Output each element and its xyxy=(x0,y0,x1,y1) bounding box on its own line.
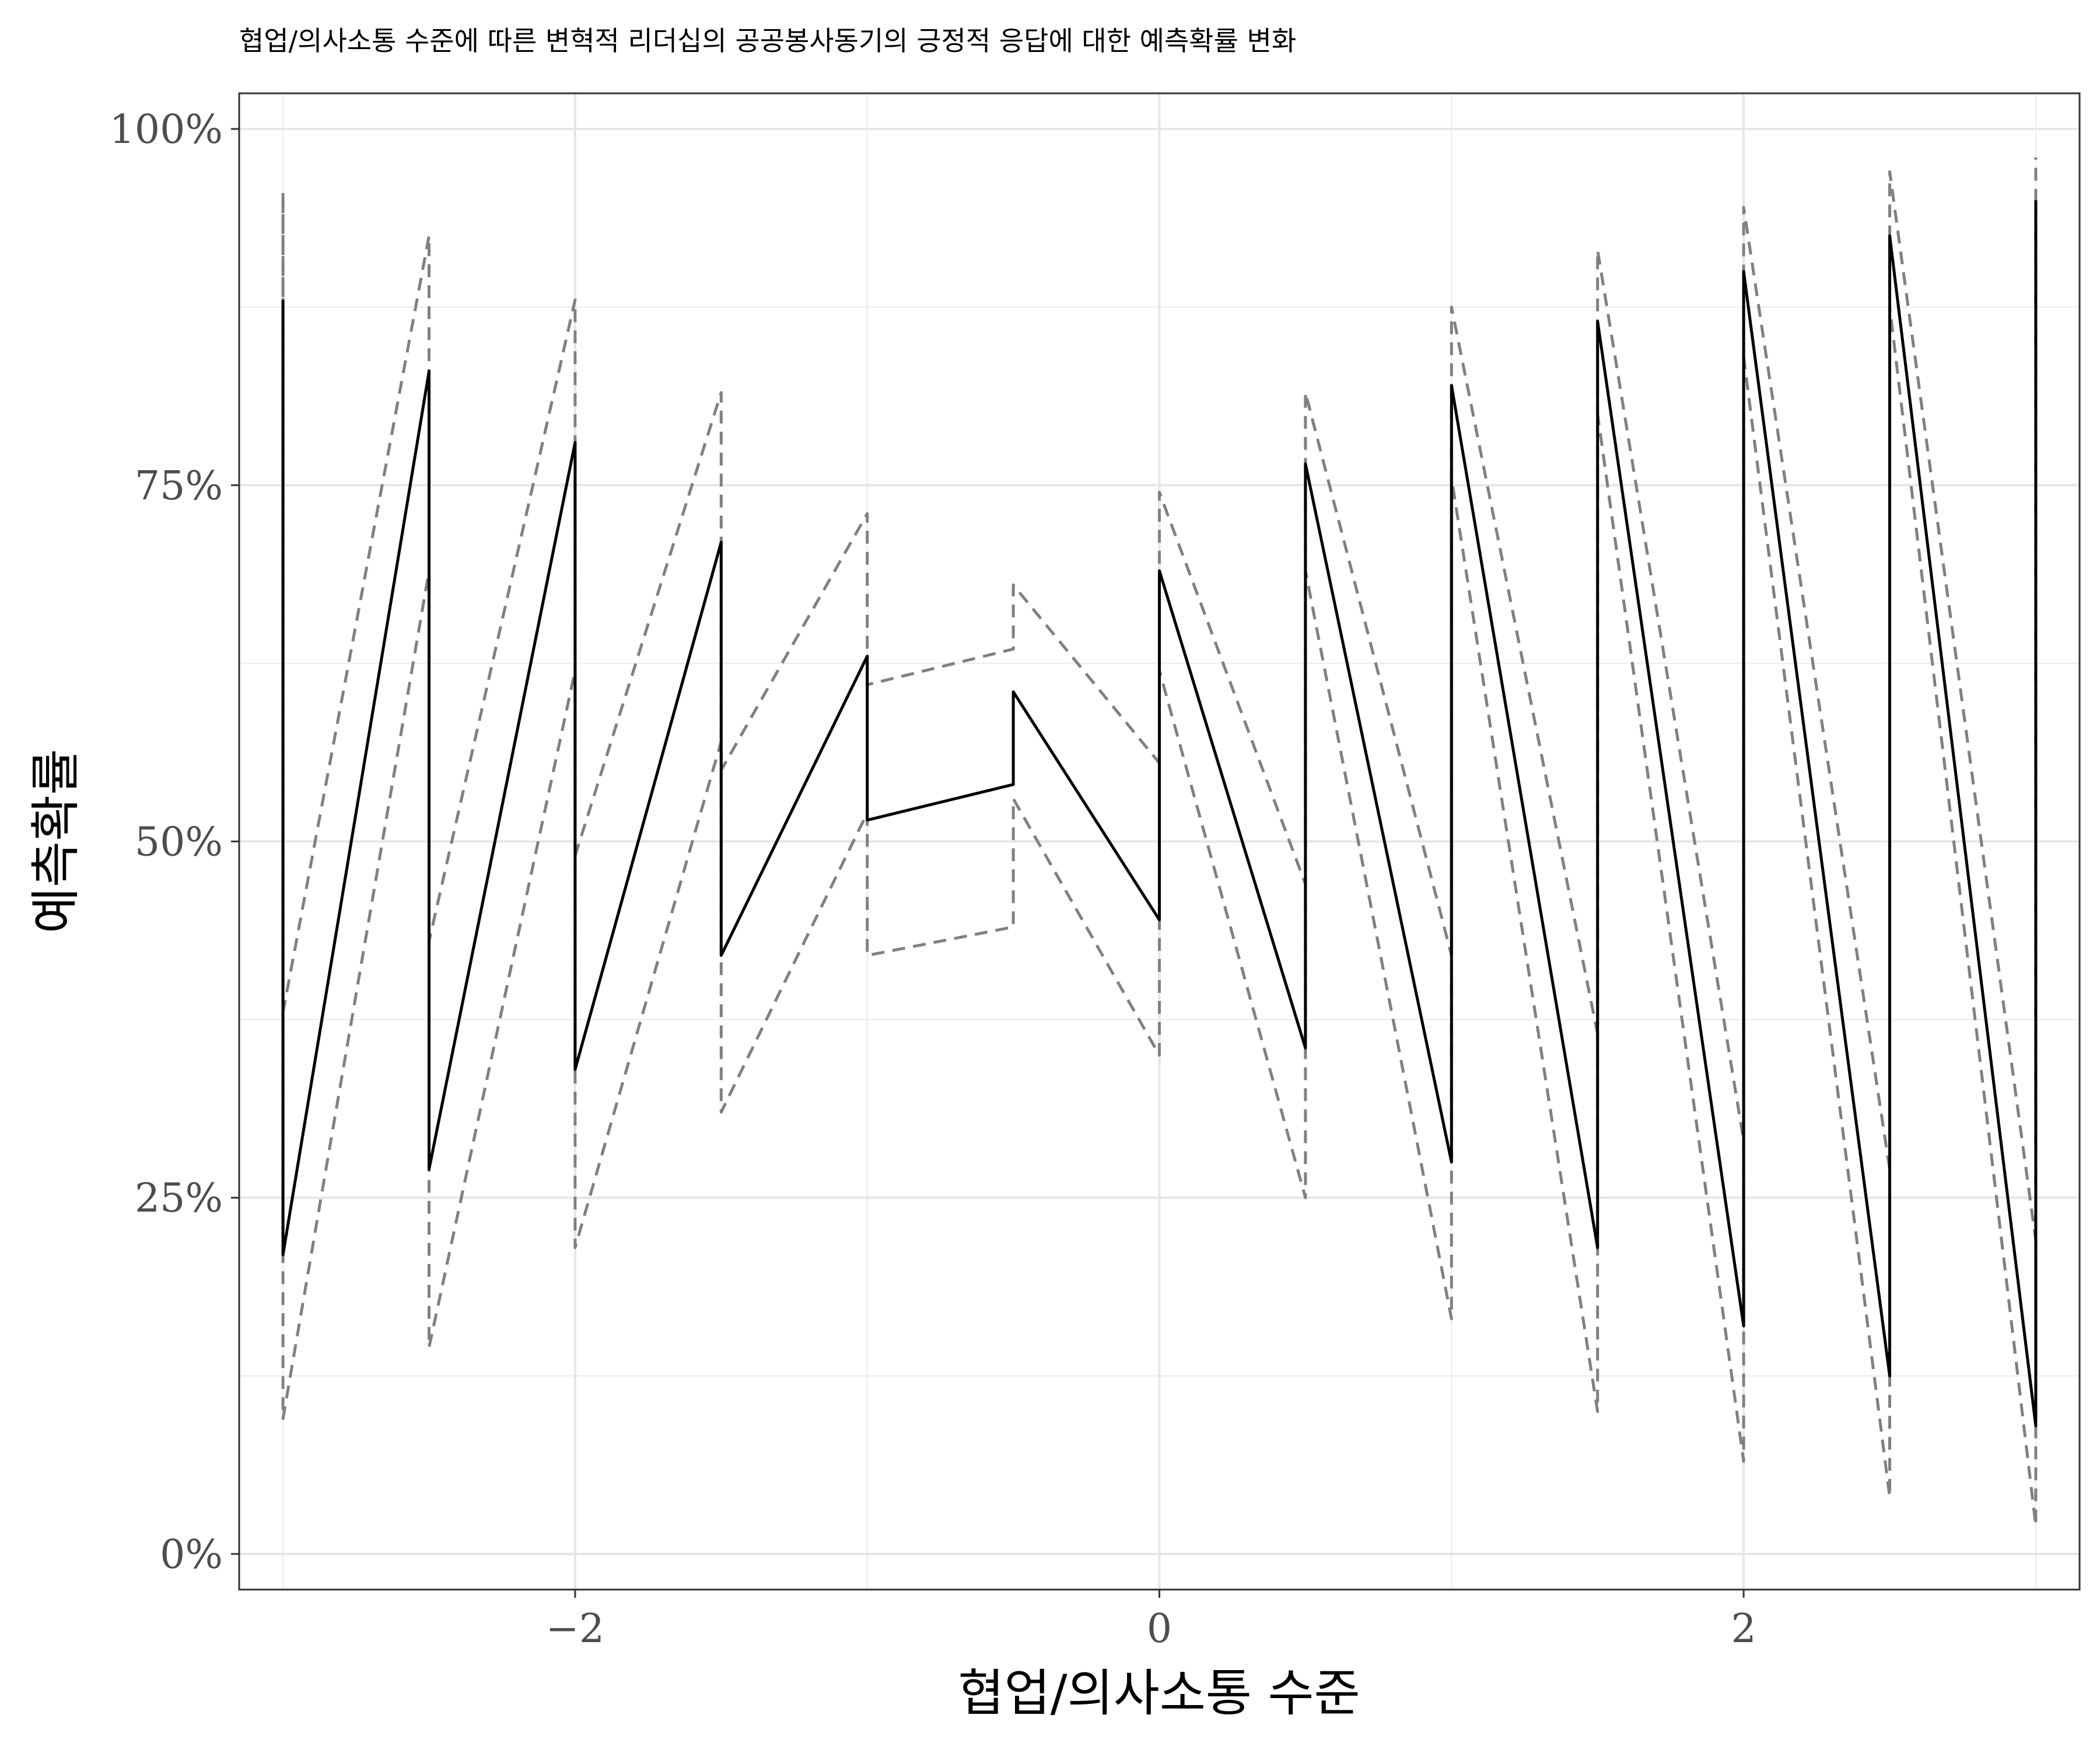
y-tick-label: 75% xyxy=(135,463,223,509)
y-tick-label: 50% xyxy=(135,820,223,866)
y-tick-label: 0% xyxy=(160,1532,223,1578)
x-tick-label: −2 xyxy=(546,1606,604,1652)
series-layer xyxy=(281,157,2038,1527)
y-tick-label: 100% xyxy=(110,107,223,153)
chart-title: 협업/의사소통 수준에 따른 변혁적 리더십의 공공봉사동기의 긍정적 응답에 … xyxy=(239,25,1296,57)
y-tick-label: 25% xyxy=(135,1175,223,1222)
y-axis-title: 예측확률 xyxy=(27,749,85,933)
x-tick-label: 0 xyxy=(1147,1606,1172,1652)
x-axis-title: 협업/의사소통 수준 xyxy=(958,1664,1360,1723)
x-tick-label: 2 xyxy=(1731,1606,1756,1652)
prediction-line xyxy=(281,200,2038,1427)
axes: 0% 25% 50% 75% 100% −2 0 2 xyxy=(110,107,1756,1652)
